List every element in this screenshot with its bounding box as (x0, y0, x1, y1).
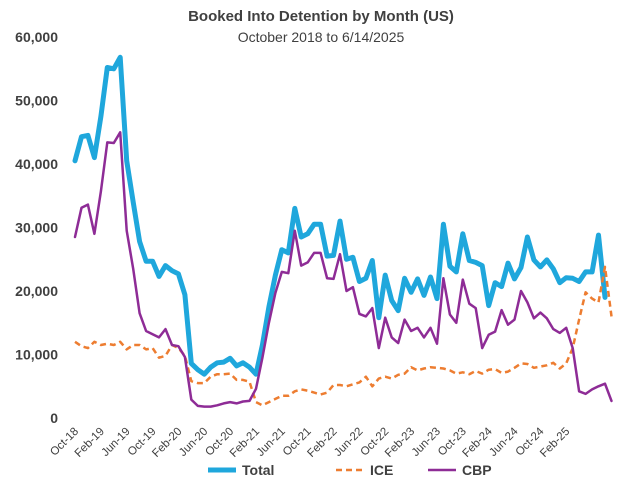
chart-title: Booked Into Detention by Month (US) (188, 8, 454, 25)
x-tick-label: Feb-24 (461, 425, 496, 460)
y-axis: 0 10,000 20,000 30,000 40,000 50,000 60,000 (15, 29, 58, 426)
y-tick-label: 20,000 (15, 283, 58, 299)
x-tick-label: Jun-23 (410, 426, 443, 459)
y-tick-label: 0 (50, 410, 58, 426)
x-tick-label: Jun-19 (99, 426, 132, 459)
x-tick-label: Jun-20 (177, 426, 210, 459)
x-tick-label: Feb-23 (383, 426, 417, 460)
x-tick-label: Jun-24 (487, 425, 521, 459)
chart-subtitle: October 2018 to 6/14/2025 (237, 29, 405, 45)
series-lines (72, 54, 613, 408)
y-tick-label: 30,000 (15, 220, 58, 236)
series-line-cbp (73, 131, 613, 408)
x-axis: Oct-18Feb-19Jun-19Oct-19Feb-20Jun-20Oct-… (48, 425, 572, 460)
x-tick-label: Jun-22 (332, 426, 365, 459)
x-tick-label: Feb-25 (538, 426, 572, 460)
x-tick-label: Feb-19 (73, 426, 107, 460)
legend-label-ice: ICE (370, 462, 393, 478)
x-tick-label: Jun-21 (255, 426, 288, 459)
y-tick-label: 50,000 (15, 93, 58, 109)
y-tick-label: 60,000 (15, 29, 58, 45)
y-tick-label: 40,000 (15, 156, 58, 172)
x-tick-label: Feb-22 (305, 426, 339, 460)
x-tick-label: Feb-20 (150, 426, 184, 460)
series-line-total (72, 54, 608, 377)
y-tick-label: 10,000 (15, 347, 58, 363)
x-tick-label: Feb-21 (228, 426, 262, 460)
legend-label-cbp: CBP (462, 462, 492, 478)
legend: Total ICE CBP (208, 462, 492, 478)
legend-label-total: Total (242, 462, 274, 478)
